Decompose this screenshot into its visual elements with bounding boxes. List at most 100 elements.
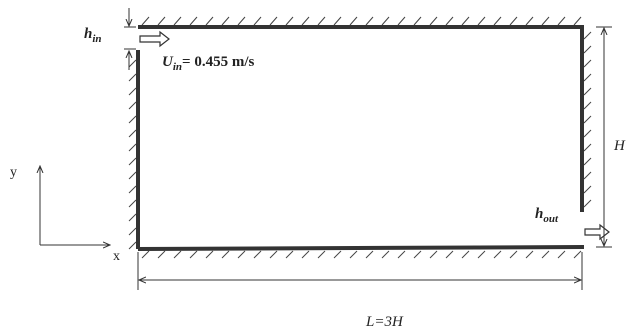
hatch xyxy=(221,250,230,259)
hatch xyxy=(128,101,137,110)
inlet-velocity-label: Uin= 0.455 m/s xyxy=(162,54,254,73)
hatch xyxy=(365,250,374,259)
hatch xyxy=(349,16,358,26)
hatch xyxy=(128,59,137,68)
hatch xyxy=(128,185,137,194)
hatch xyxy=(461,16,470,26)
hatch xyxy=(237,16,246,26)
hatch xyxy=(253,16,262,26)
hatch xyxy=(253,250,262,259)
hatch xyxy=(128,129,137,138)
hatch xyxy=(269,250,278,259)
hatch xyxy=(333,16,342,26)
hatch xyxy=(583,143,592,152)
hatch xyxy=(429,16,438,26)
hatch xyxy=(583,101,592,110)
length-dimension xyxy=(137,252,583,290)
hatch xyxy=(583,87,592,96)
hatch xyxy=(128,171,137,180)
hatch xyxy=(157,250,166,259)
hatch xyxy=(583,129,592,138)
hatch xyxy=(128,87,137,96)
hatch xyxy=(583,31,592,40)
hatch xyxy=(583,73,592,82)
hatch xyxy=(128,227,137,236)
hatch xyxy=(381,250,390,259)
hatch xyxy=(557,250,566,259)
hatch xyxy=(285,250,294,259)
hatch xyxy=(573,16,582,26)
hatch xyxy=(173,16,182,26)
walls xyxy=(136,25,585,251)
hatch xyxy=(349,250,358,259)
hatch xyxy=(583,59,592,68)
hatch xyxy=(128,199,137,208)
hatch xyxy=(413,250,422,259)
hatch xyxy=(301,16,310,26)
hatch xyxy=(128,213,137,222)
hatch xyxy=(583,157,592,166)
hatch xyxy=(221,16,230,26)
length-label: L=3H xyxy=(365,314,404,330)
hatch xyxy=(157,16,166,26)
y-axis-label: y xyxy=(10,165,17,180)
hatch xyxy=(445,250,454,259)
inlet-dimension xyxy=(124,8,136,70)
hatch xyxy=(509,16,518,26)
x-axis-label: x xyxy=(113,249,120,264)
hatch xyxy=(381,16,390,26)
hatch xyxy=(269,16,278,26)
hatch xyxy=(237,250,246,259)
hatch xyxy=(141,250,150,259)
hatch xyxy=(583,45,592,54)
outlet-height-label: hout xyxy=(535,206,559,225)
axes xyxy=(40,166,110,245)
hatch xyxy=(541,250,550,259)
hatch xyxy=(583,185,592,194)
hatch xyxy=(461,250,470,259)
hatch xyxy=(333,250,342,259)
hatch xyxy=(128,115,137,124)
hatch xyxy=(429,250,438,259)
height-dimension xyxy=(596,26,612,248)
hatch xyxy=(397,250,406,259)
hatch xyxy=(477,250,486,259)
hatch xyxy=(317,250,326,259)
hatch xyxy=(413,16,422,26)
outlet-arrow xyxy=(584,223,610,241)
hatch xyxy=(141,16,150,26)
height-label: H xyxy=(613,138,626,154)
hatch xyxy=(397,16,406,26)
hatch xyxy=(285,16,294,26)
inlet-height-label: hin xyxy=(84,26,102,45)
hatch xyxy=(557,16,566,26)
hatch xyxy=(205,16,214,26)
hatch xyxy=(301,250,310,259)
hatch xyxy=(573,250,582,259)
inlet-arrow xyxy=(139,30,170,48)
bottom-wall xyxy=(137,245,585,251)
hatch xyxy=(128,241,137,250)
hatch xyxy=(365,16,374,26)
hatch xyxy=(541,16,550,26)
hatch xyxy=(493,16,502,26)
hatch xyxy=(173,250,182,259)
hatch xyxy=(509,250,518,259)
wall-hatching xyxy=(128,16,592,259)
hatch xyxy=(525,16,534,26)
hatch xyxy=(128,157,137,166)
hatch xyxy=(189,16,198,26)
hatch xyxy=(205,250,214,259)
hatch xyxy=(583,199,592,208)
hatch xyxy=(525,250,534,259)
hatch xyxy=(317,16,326,26)
hatch xyxy=(493,250,502,259)
hatch xyxy=(445,16,454,26)
hatch xyxy=(583,115,592,124)
hatch xyxy=(128,143,137,152)
hatch xyxy=(128,73,137,82)
hatch xyxy=(189,250,198,259)
hatch xyxy=(583,171,592,180)
hatch xyxy=(477,16,486,26)
